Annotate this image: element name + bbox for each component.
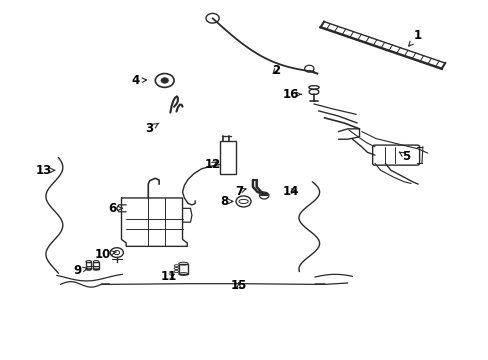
- Text: 6: 6: [108, 202, 122, 215]
- Bar: [179, 264, 188, 274]
- Text: 8: 8: [220, 195, 232, 208]
- Text: 1: 1: [408, 29, 422, 46]
- Text: 14: 14: [282, 185, 298, 198]
- Bar: [93, 262, 99, 269]
- Text: 10: 10: [94, 248, 116, 261]
- Bar: [86, 262, 91, 269]
- Text: 12: 12: [204, 158, 220, 171]
- Text: 15: 15: [230, 279, 246, 292]
- Text: 4: 4: [131, 74, 146, 87]
- Text: 16: 16: [282, 88, 301, 101]
- Text: 5: 5: [399, 150, 410, 163]
- Text: 13: 13: [36, 164, 55, 177]
- Text: 2: 2: [272, 64, 280, 77]
- Text: 11: 11: [160, 270, 176, 283]
- Circle shape: [161, 78, 168, 83]
- Bar: [220, 141, 236, 174]
- Text: 7: 7: [234, 185, 245, 198]
- Text: 9: 9: [74, 264, 87, 277]
- Text: 3: 3: [145, 122, 159, 135]
